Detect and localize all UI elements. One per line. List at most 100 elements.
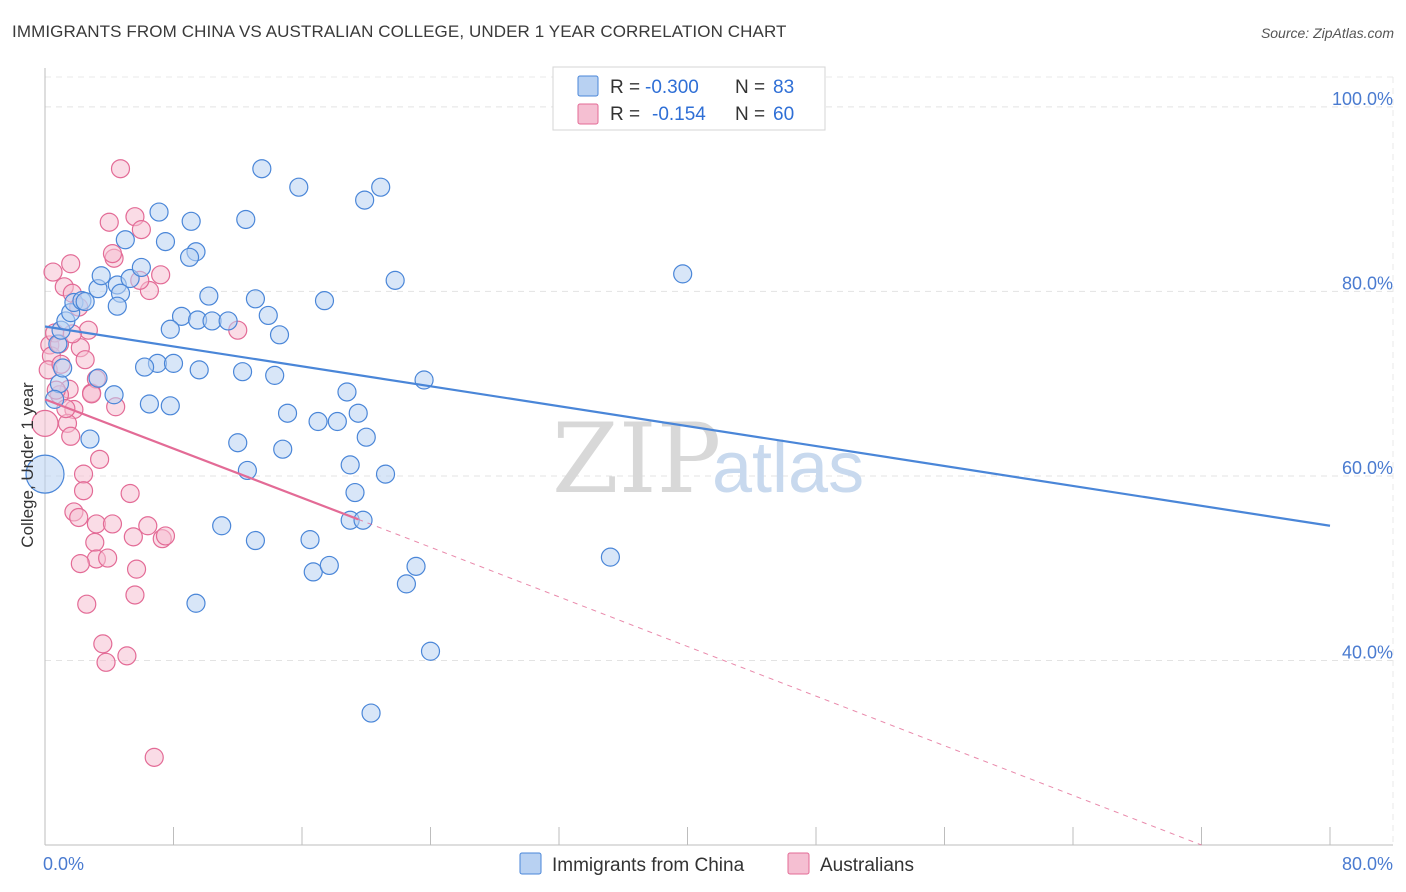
point-australians: [131, 220, 151, 240]
trend-line-australians-extension: [358, 518, 1202, 846]
point-australians: [43, 262, 63, 282]
point-australians: [102, 244, 123, 264]
legend-n-value-2: 60: [773, 104, 794, 125]
point-australians: [120, 483, 140, 504]
point-australians: [75, 350, 95, 370]
point-immigrants-from-china: [218, 311, 238, 331]
point-immigrants-from-china: [308, 411, 328, 432]
point-immigrants-from-china: [340, 455, 360, 475]
point-immigrants-from-china: [139, 394, 160, 414]
point-immigrants-from-china: [189, 360, 209, 380]
point-australians: [110, 159, 131, 179]
bottom-legend-label-australians: Australians: [820, 855, 914, 876]
legend-r-label-2: R =: [610, 104, 640, 125]
point-immigrants-from-china: [319, 555, 339, 576]
y-tick-label: 80.0%: [1342, 273, 1393, 293]
point-immigrants-from-china: [303, 562, 323, 582]
point-australians: [73, 464, 94, 484]
point-australians: [86, 514, 107, 534]
point-immigrants-from-china: [75, 291, 95, 312]
point-australians: [70, 554, 90, 574]
point-immigrants-from-china: [289, 177, 309, 197]
point-immigrants-from-china: [385, 270, 405, 290]
point-australians: [117, 646, 137, 666]
y-tick-labels: 40.0% 60.0% 80.0% 100.0%: [1332, 89, 1393, 663]
bottom-legend-swatch-australians: [787, 852, 810, 875]
series-australians: [31, 159, 248, 767]
point-immigrants-from-china: [155, 232, 176, 252]
bottom-legend-swatch-china: [519, 852, 542, 875]
point-immigrants-from-china: [273, 439, 293, 459]
point-immigrants-from-china: [115, 230, 135, 250]
point-australians: [126, 559, 147, 579]
point-australians: [98, 548, 118, 568]
point-immigrants-from-china: [245, 289, 266, 309]
legend-r-value-2: -0.154: [652, 104, 706, 125]
legend-n-value-1: 83: [773, 77, 794, 98]
point-australians: [99, 212, 119, 232]
point-immigrants-from-china: [361, 703, 381, 723]
point-immigrants-from-china: [396, 574, 417, 594]
point-immigrants-from-china: [163, 353, 184, 373]
point-immigrants-from-china: [314, 291, 335, 311]
point-australians: [102, 514, 123, 534]
trend-lines: [44, 325, 1331, 846]
point-immigrants-from-china: [375, 464, 396, 484]
point-immigrants-from-china: [53, 358, 73, 378]
point-australians: [123, 527, 143, 547]
point-immigrants-from-china: [212, 516, 232, 536]
point-immigrants-from-china: [371, 177, 391, 197]
point-immigrants-from-china: [134, 357, 155, 377]
point-immigrants-from-china: [277, 403, 298, 423]
point-australians: [85, 532, 105, 552]
chart-source: Source: ZipAtlas.com: [1260, 25, 1394, 41]
point-immigrants-from-china: [149, 202, 169, 222]
point-immigrants-from-china: [348, 403, 368, 423]
point-immigrants-from-china: [673, 264, 693, 284]
point-immigrants-from-china: [160, 319, 180, 339]
point-immigrants-from-china: [236, 209, 256, 230]
point-immigrants-from-china: [228, 433, 248, 453]
point-immigrants-from-china: [345, 482, 365, 503]
y-tick-label: 100.0%: [1332, 89, 1393, 109]
point-immigrants-from-china: [600, 547, 621, 567]
point-immigrants-from-china: [406, 556, 426, 576]
point-australians: [93, 634, 113, 654]
grid: [45, 76, 1394, 845]
legend-swatch-pink: [577, 103, 599, 125]
point-immigrants-from-china: [265, 365, 285, 385]
point-immigrants-from-china: [327, 411, 347, 432]
point-australians: [151, 265, 171, 285]
legend-r-value-1: -0.300: [645, 77, 699, 98]
point-australians: [138, 516, 158, 536]
point-australians: [144, 747, 164, 767]
watermark-zip: ZIP: [552, 403, 721, 515]
y-axis-label: College, Under 1 year: [18, 382, 37, 548]
x-tick-labels: 0.0% 80.0%: [43, 854, 1393, 874]
point-australians: [78, 320, 98, 340]
point-immigrants-from-china: [252, 159, 272, 179]
point-australians: [61, 254, 81, 274]
point-immigrants-from-china: [186, 593, 206, 613]
point-immigrants-from-china: [179, 247, 200, 267]
point-immigrants-from-china: [160, 396, 180, 416]
point-immigrants-from-china: [258, 305, 278, 326]
point-australians: [73, 481, 94, 501]
point-immigrants-from-china: [202, 311, 222, 331]
point-immigrants-from-china: [88, 368, 108, 388]
x-tick-label-max: 80.0%: [1342, 854, 1393, 874]
watermark: ZIP atlas: [552, 403, 864, 515]
trend-line-australians: [44, 398, 359, 521]
point-immigrants-from-china: [337, 382, 357, 402]
point-immigrants-from-china: [356, 427, 376, 447]
trend-line-china: [44, 325, 1331, 527]
bottom-legend: Immigrants from China Australians: [519, 852, 914, 876]
point-immigrants-from-china: [80, 429, 100, 449]
watermark-atlas: atlas: [712, 428, 864, 508]
legend-swatch-blue: [577, 75, 599, 97]
y-tick-label: 60.0%: [1342, 458, 1393, 478]
point-immigrants-from-china: [420, 641, 441, 661]
legend-n-label-2: N =: [735, 104, 765, 125]
point-australians: [61, 426, 81, 446]
